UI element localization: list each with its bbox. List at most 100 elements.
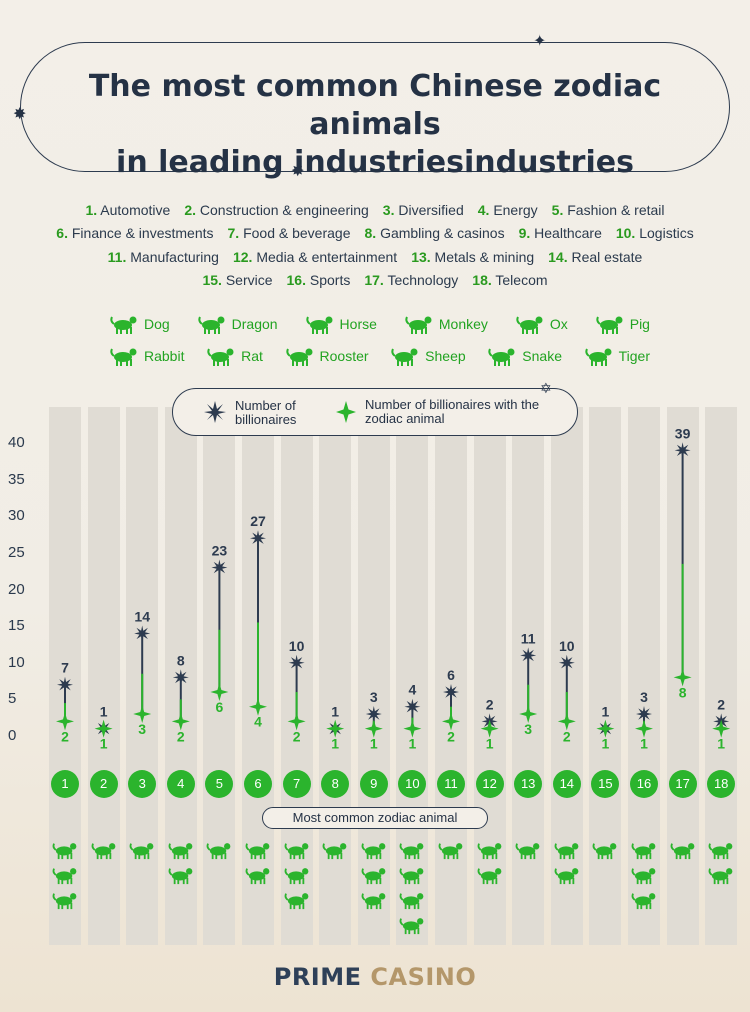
sheep-icon <box>168 868 193 885</box>
animal-legend-label: Tiger <box>618 348 650 364</box>
industry-number-badge: 8 <box>321 770 350 798</box>
most-common-animal <box>631 890 657 915</box>
dragon-icon <box>168 843 193 860</box>
billionaires-value-label: 23 <box>212 543 228 559</box>
industry-number-badge: 10 <box>398 770 427 798</box>
rabbit-icon <box>110 348 137 366</box>
industry-item: 15. Service <box>202 272 273 289</box>
sparkle-icon: ✸ <box>13 106 27 123</box>
most-common-animal <box>399 915 425 940</box>
industry-item: 5. Fashion & retail <box>551 201 665 218</box>
most-common-animal <box>284 840 310 865</box>
rooster-icon <box>285 348 313 366</box>
most-common-animal <box>708 865 734 890</box>
pig-icon <box>631 868 656 885</box>
zodiac-point <box>673 668 692 687</box>
ox-icon <box>516 316 543 334</box>
animal-legend-item: Rabbit <box>110 345 184 367</box>
monkey-icon <box>52 868 77 885</box>
zodiac-point <box>596 719 615 738</box>
animal-legend-label: Rabbit <box>144 348 185 364</box>
zodiac-point <box>210 683 229 702</box>
zodiac-point <box>519 705 538 724</box>
monkey-icon <box>399 868 424 885</box>
billionaires-value-label: 6 <box>447 667 455 683</box>
most-common-animal <box>129 840 155 865</box>
animal-legend-label: Monkey <box>438 316 488 332</box>
zodiac-point <box>364 719 383 738</box>
zodiac-point <box>133 705 152 724</box>
sparkle-icon: ✦ <box>533 33 547 50</box>
most-common-animal <box>477 840 503 865</box>
billionaires-point <box>134 625 151 642</box>
industry-number-badge: 11 <box>437 770 465 798</box>
animal-legend-label: Sheep <box>425 348 466 364</box>
industry-number-badge: 2 <box>89 770 118 798</box>
industry-item: 11. Manufacturing <box>107 248 219 265</box>
rooster-icon <box>708 868 733 885</box>
animal-legend-label: Dog <box>144 316 170 332</box>
zodiac-value-label: 3 <box>138 721 146 737</box>
sheep-icon <box>361 843 386 860</box>
most-common-label: Most common zodiac animal <box>262 807 488 829</box>
ox-icon <box>438 843 463 860</box>
most-common-animal <box>52 865 78 890</box>
industry-number-badge: 13 <box>514 770 543 798</box>
rat-icon <box>207 348 234 366</box>
billionaires-point <box>288 654 305 671</box>
animal-legend-item: Monkey <box>405 313 488 335</box>
industry-item: 16. Sports <box>286 272 351 289</box>
industry-item: 8. Gambling & casinos <box>364 225 505 242</box>
most-common-animal <box>399 865 425 890</box>
zodiac-point <box>56 712 74 731</box>
billionaires-point <box>443 684 459 700</box>
zodiac-value-label: 2 <box>61 728 69 744</box>
zodiac-value-label: 6 <box>216 699 224 715</box>
sheep-icon <box>477 868 501 885</box>
animal-legend-item: Dog <box>110 313 170 335</box>
industry-number-badge: 3 <box>128 770 157 798</box>
industry-list: 1. Automotive 2. Construction & engineer… <box>0 198 750 292</box>
y-tick-label: 5 <box>8 690 17 708</box>
industry-item: 14. Real estate <box>548 248 643 265</box>
animal-legend-label: Rooster <box>319 348 369 364</box>
zodiac-point <box>480 719 499 738</box>
zodiac-value-label: 1 <box>640 736 648 752</box>
animal-legend-item: Horse <box>305 313 377 335</box>
industry-number-badge: 15 <box>591 770 620 798</box>
sparkle-icon: ✸ <box>291 163 305 180</box>
horse-icon <box>631 843 656 860</box>
snake-icon <box>515 843 540 860</box>
billionaires-value-label: 11 <box>521 630 536 646</box>
animal-legend-item: Tiger <box>584 345 650 367</box>
zodiac-point <box>94 719 113 738</box>
billionaires-value-label: 14 <box>134 608 150 624</box>
animal-legend-item: Rat <box>207 345 263 367</box>
most-common-animal <box>592 840 618 865</box>
zodiac-point <box>557 712 576 731</box>
zodiac-value-label: 2 <box>447 728 455 744</box>
most-common-animal <box>168 865 194 890</box>
most-common-animal <box>399 840 425 865</box>
billionaires-point <box>520 647 537 664</box>
most-common-animal <box>361 865 387 890</box>
brand-logo: PRIME CASINO <box>273 963 477 991</box>
billionaires-point <box>172 669 189 686</box>
zodiac-point <box>171 712 190 731</box>
most-common-animal <box>670 840 696 865</box>
starburst-icon <box>204 401 226 423</box>
most-common-animal <box>554 840 580 865</box>
y-tick-label: 40 <box>8 434 25 451</box>
animal-legend-label: Pig <box>629 316 650 332</box>
industry-item: 9. Healthcare <box>518 225 602 242</box>
animal-legend-item: Sheep <box>391 345 466 367</box>
zodiac-value-label: 2 <box>293 728 301 744</box>
ox-icon <box>91 843 115 860</box>
most-common-animal <box>361 840 387 865</box>
tiger-icon <box>584 348 612 366</box>
billionaires-value-label: 7 <box>61 660 69 676</box>
rabbit-icon <box>284 893 308 910</box>
zodiac-value-label: 1 <box>100 736 108 752</box>
rooster-icon <box>399 918 424 935</box>
billionaires-value-label: 27 <box>250 513 266 529</box>
